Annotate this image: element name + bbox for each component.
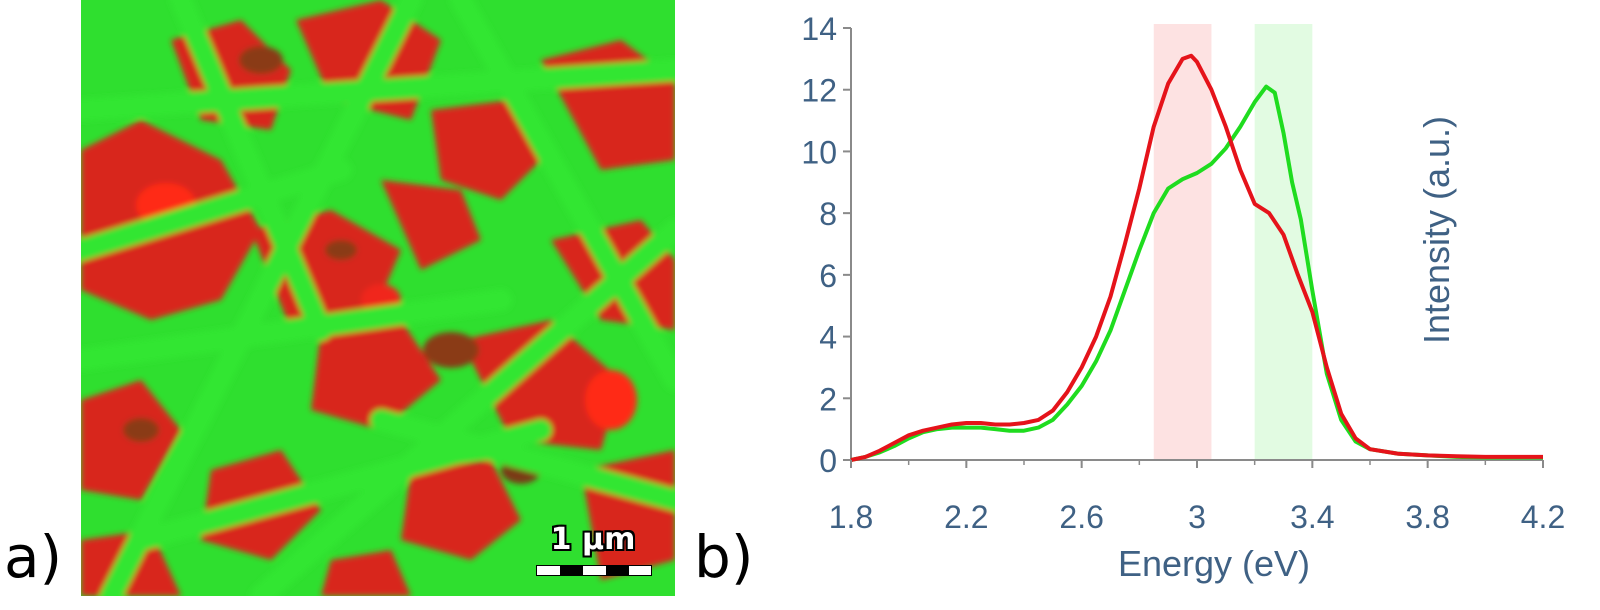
x-tick-label: 3.4	[1290, 499, 1334, 535]
x-tick-label: 1.8	[829, 499, 873, 535]
x-tick-label: 3.8	[1405, 499, 1449, 535]
x-axis-label: Energy (eV)	[1118, 543, 1310, 584]
y-tick-label: 8	[819, 196, 837, 232]
y-tick-label: 10	[801, 134, 837, 170]
series-line-1	[850, 53, 1543, 462]
highlight-bands	[1153, 24, 1313, 460]
y-tick-label: 2	[819, 381, 837, 417]
scale-bar: 1 µm	[534, 522, 652, 578]
x-tick-label: 3	[1188, 499, 1206, 535]
x-tick-label: 2.6	[1059, 499, 1103, 535]
panel-b-label: b)	[694, 523, 754, 591]
y-axis-label: Intensity (a.u.)	[1416, 116, 1457, 344]
x-tick-label: 2.2	[944, 499, 988, 535]
scale-bar-label: 1 µm	[550, 522, 636, 557]
y-tick-label: 14	[801, 11, 837, 47]
y-tick-label: 4	[819, 320, 837, 356]
series-line-0	[850, 84, 1543, 462]
panel-a-label: a)	[4, 523, 63, 591]
scale-bar-line	[536, 565, 652, 576]
spectrum-chart: 0 2 4 6 8 10 12 14 1.8 2.2 2.6 3 3.4 3.8 4.2 Energy (e…	[801, 11, 1565, 584]
y-tick-label: 12	[801, 73, 837, 109]
chart-series	[850, 53, 1543, 462]
chart-ticks: 0 2 4 6 8 10 12 14 1.8 2.2 2.6 3 3.4 3.8 4.2	[801, 11, 1565, 535]
x-tick-label: 4.2	[1521, 499, 1565, 535]
color-map	[81, 0, 675, 596]
fluorescence-map-image: 1 µm	[81, 0, 675, 596]
highlight-band-0	[1153, 24, 1212, 460]
map-blobs	[81, 0, 675, 596]
y-tick-label: 0	[819, 443, 837, 479]
y-tick-label: 6	[819, 258, 837, 294]
